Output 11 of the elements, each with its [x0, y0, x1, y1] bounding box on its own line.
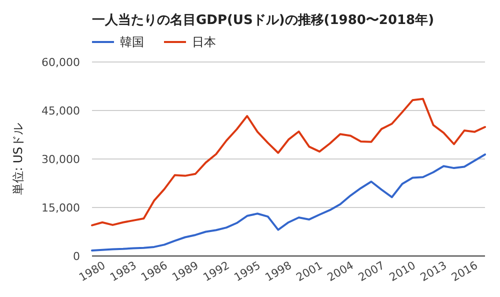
y-tick-label: 0 [73, 250, 80, 263]
y-tick-label: 15,000 [42, 202, 80, 214]
legend-label: 韓国 [120, 35, 144, 49]
line-series [91, 153, 486, 252]
y-axis-title: 単位: USドル [11, 122, 25, 196]
legend-label: 日本 [192, 35, 216, 49]
y-tick-label: 30,000 [42, 153, 80, 166]
chart-title: 一人当たりの名目GDP(USドル)の推移(1980〜2018年) [92, 13, 434, 28]
y-tick-label: 60,000 [42, 56, 80, 69]
line-series [91, 98, 486, 226]
y-tick-label: 45,000 [42, 104, 80, 118]
